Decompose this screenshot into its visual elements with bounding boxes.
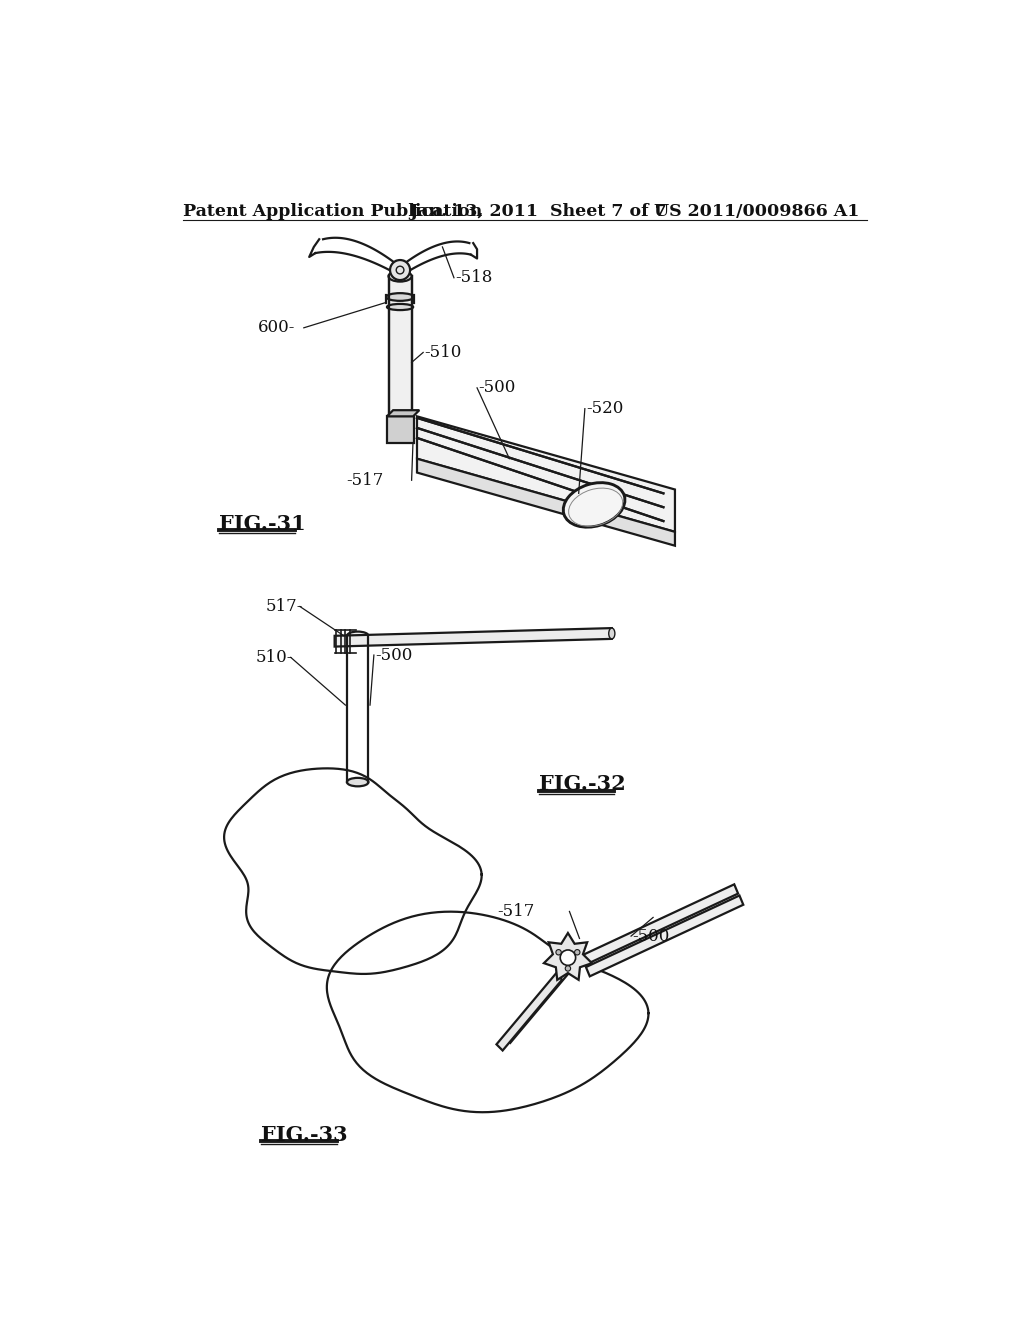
Ellipse shape xyxy=(563,483,625,527)
Text: Patent Application Publication: Patent Application Publication xyxy=(183,203,482,220)
Text: -520: -520 xyxy=(587,400,624,417)
Polygon shape xyxy=(586,895,743,977)
Circle shape xyxy=(390,260,410,280)
Text: 517-: 517- xyxy=(265,598,303,615)
Text: -518: -518 xyxy=(456,269,493,286)
Text: -510: -510 xyxy=(425,345,462,360)
Polygon shape xyxy=(544,933,592,979)
Text: FIG.-32: FIG.-32 xyxy=(539,775,626,795)
Polygon shape xyxy=(497,974,562,1051)
Text: FIG.-33: FIG.-33 xyxy=(261,1125,348,1144)
Polygon shape xyxy=(504,966,569,1043)
Ellipse shape xyxy=(608,628,614,639)
Ellipse shape xyxy=(347,777,369,787)
Ellipse shape xyxy=(386,293,414,301)
Circle shape xyxy=(560,950,575,965)
Text: -517: -517 xyxy=(497,903,535,920)
Text: US 2011/0009866 A1: US 2011/0009866 A1 xyxy=(654,203,859,220)
Text: -500: -500 xyxy=(376,647,413,664)
Text: 600-: 600- xyxy=(258,319,295,337)
Ellipse shape xyxy=(347,631,369,640)
Text: -500: -500 xyxy=(633,928,670,945)
Polygon shape xyxy=(335,628,611,647)
Circle shape xyxy=(565,966,570,972)
Text: Jan. 13, 2011  Sheet 7 of 7: Jan. 13, 2011 Sheet 7 of 7 xyxy=(410,203,667,220)
Text: -517: -517 xyxy=(346,471,384,488)
Text: -500: -500 xyxy=(478,379,516,396)
Ellipse shape xyxy=(388,271,412,281)
Polygon shape xyxy=(581,884,738,965)
Bar xyxy=(387,416,414,444)
Polygon shape xyxy=(417,416,675,532)
Text: 510-: 510- xyxy=(255,649,293,665)
Circle shape xyxy=(574,949,580,954)
Ellipse shape xyxy=(387,304,413,310)
Polygon shape xyxy=(417,459,675,545)
Circle shape xyxy=(556,949,561,954)
FancyBboxPatch shape xyxy=(388,276,412,414)
Text: FIG.-31: FIG.-31 xyxy=(219,515,306,535)
Polygon shape xyxy=(387,411,419,416)
